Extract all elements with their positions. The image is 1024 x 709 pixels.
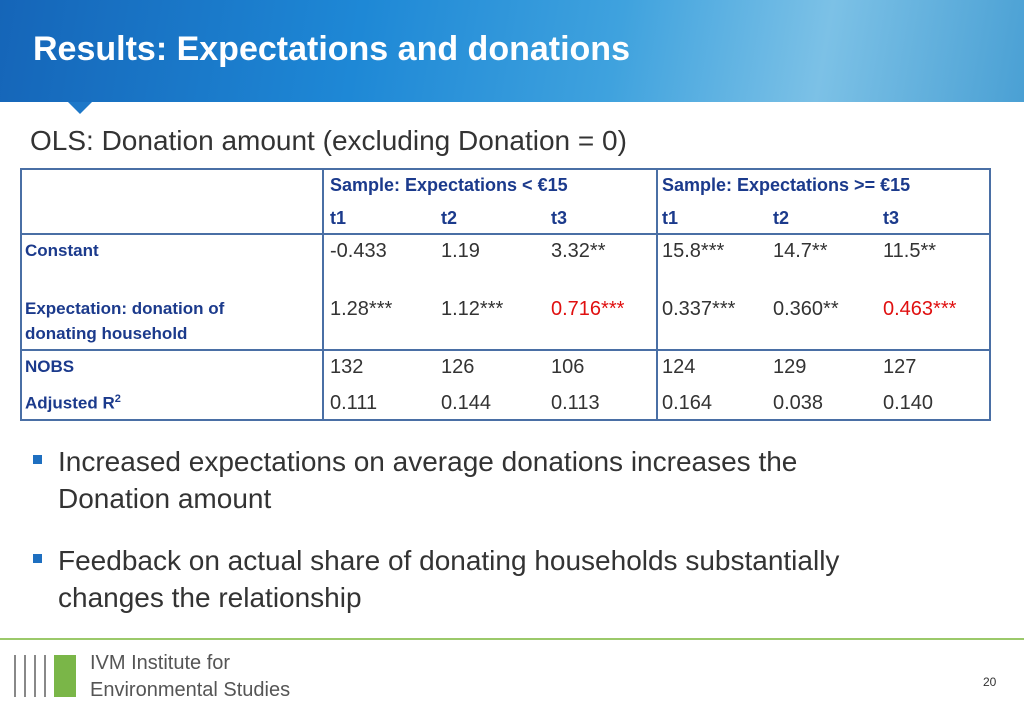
row-label: donating household (25, 324, 188, 343)
table-cell: 129 (773, 356, 807, 378)
table-cell: 0.144 (441, 392, 492, 414)
table-cell: 15.8*** (662, 240, 725, 262)
table-cell: 3.32** (551, 240, 606, 262)
table-border (656, 168, 658, 421)
bullet-text: Increased expectations on average donati… (58, 446, 798, 477)
footer-line (0, 638, 1024, 640)
table-border (20, 233, 991, 235)
row-label: Adjusted R2 (25, 393, 121, 413)
column-header: t3 (883, 208, 900, 228)
bullet-text: changes the relationship (58, 582, 362, 613)
superscript: 2 (114, 393, 121, 405)
group-header: Sample: Expectations < €15 (330, 175, 568, 195)
table-border (989, 168, 991, 421)
table-border (20, 168, 22, 421)
column-header: t1 (330, 208, 347, 228)
table-cell: 11.5** (883, 240, 937, 262)
logo-text: Environmental Studies (90, 679, 291, 701)
logo-text: IVM Institute for (90, 652, 231, 674)
header-banner (0, 0, 1024, 102)
table-cell: 0.038 (773, 392, 824, 414)
table-cell: 0.716*** (551, 298, 625, 320)
table-cell: 124 (662, 356, 696, 378)
subtitle: OLS: Donation amount (excluding Donation… (30, 125, 627, 156)
table-border (20, 419, 991, 421)
table-cell: 0.337*** (662, 298, 736, 320)
table-cell: 14.7** (773, 240, 828, 262)
bullet-text: Donation amount (58, 483, 272, 514)
bullet-marker (33, 455, 42, 464)
table-cell: 1.12*** (441, 298, 504, 320)
group-header: Sample: Expectations >= €15 (662, 175, 911, 195)
table-border (322, 168, 324, 421)
logo-bar (34, 655, 36, 697)
table-cell: 0.111 (330, 392, 378, 414)
row-label: Expectation: donation of (25, 299, 225, 318)
table-cell: 132 (330, 356, 364, 378)
table-cell: 127 (883, 356, 917, 378)
header-pointer (68, 102, 92, 114)
column-header: t2 (773, 208, 790, 228)
table-cell: 0.140 (883, 392, 934, 414)
bullet-text: Feedback on actual share of donating hou… (58, 545, 840, 576)
column-header: t1 (662, 208, 679, 228)
table-cell: 0.164 (662, 392, 713, 414)
column-header: t3 (551, 208, 568, 228)
table-cell: 106 (551, 356, 585, 378)
table-cell: 1.28*** (330, 298, 393, 320)
table-cell: 0.113 (551, 392, 600, 414)
logo-bar (14, 655, 16, 697)
bullet-marker (33, 554, 42, 563)
logo-block (54, 655, 76, 697)
table-border (20, 349, 991, 351)
logo-bar (44, 655, 46, 697)
table-cell: 1.19 (441, 240, 480, 262)
row-label: NOBS (25, 357, 75, 376)
column-header: t2 (441, 208, 458, 228)
table-cell: 0.360** (773, 298, 839, 320)
table-cell: 0.463*** (883, 298, 957, 320)
page-number: 20 (983, 675, 997, 689)
logo-bar (24, 655, 26, 697)
table-cell: 126 (441, 356, 475, 378)
row-label: Constant (25, 241, 99, 260)
slide-title: Results: Expectations and donations (33, 30, 630, 68)
table-cell: -0.433 (330, 240, 387, 262)
table-border (20, 168, 991, 170)
